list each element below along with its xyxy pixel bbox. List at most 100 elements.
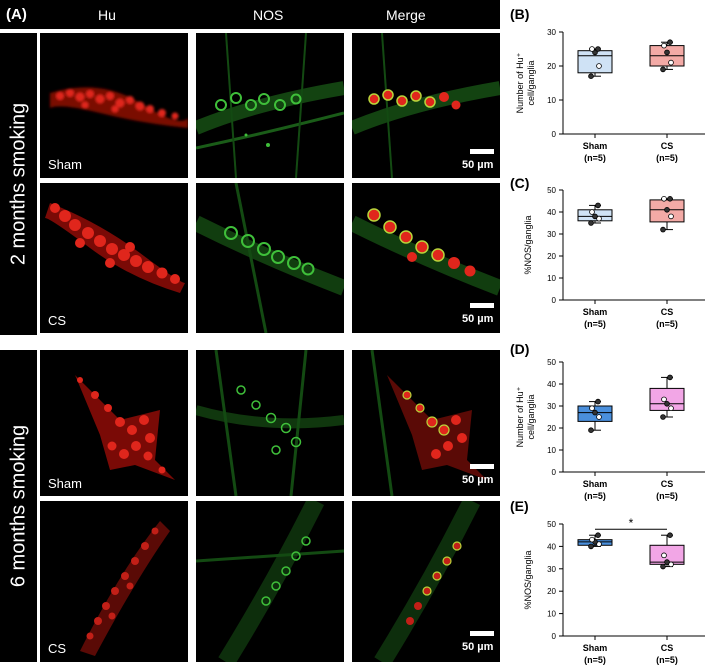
y-axis-label: cell/ganglia bbox=[526, 60, 536, 105]
y-tick-label: 20 bbox=[547, 587, 556, 596]
x-category-label: Sham bbox=[583, 643, 608, 653]
data-point bbox=[667, 39, 673, 46]
data-point bbox=[660, 414, 666, 420]
nos-cells-image bbox=[196, 33, 344, 178]
data-point bbox=[664, 559, 670, 565]
data-point bbox=[588, 543, 594, 550]
y-tick-label: 40 bbox=[547, 380, 556, 389]
y-tick-label: 0 bbox=[552, 632, 557, 641]
data-point bbox=[596, 414, 602, 420]
data-point bbox=[595, 398, 601, 405]
micrograph-hu-cs-6m: CS bbox=[40, 501, 188, 662]
row-sidebar-6-months bbox=[0, 350, 37, 662]
scale-bar bbox=[470, 631, 494, 636]
nos-cells-image bbox=[196, 350, 344, 496]
chart-e: 0 10 20 30 40 50 Sham (n=5) CS (n=5) %NOS/ganglia * bbox=[523, 516, 705, 665]
row-label-6-months: 6 months smoking bbox=[7, 424, 30, 588]
y-tick-label: 20 bbox=[547, 62, 556, 71]
data-point bbox=[668, 59, 674, 66]
y-tick-label: 0 bbox=[552, 296, 557, 305]
micrograph-nos-cs-6m bbox=[196, 501, 344, 662]
hu-cells-image bbox=[80, 521, 170, 656]
y-tick-label: 40 bbox=[547, 542, 556, 551]
data-point bbox=[589, 536, 595, 543]
data-point bbox=[668, 405, 674, 411]
x-category-label: Sham bbox=[583, 307, 608, 317]
merge-cells-image bbox=[374, 501, 481, 662]
x-n-label: (n=5) bbox=[584, 153, 606, 163]
y-tick-label: 30 bbox=[547, 230, 556, 239]
x-category-label: CS bbox=[661, 479, 674, 489]
data-point bbox=[596, 63, 602, 69]
box bbox=[649, 387, 685, 411]
column-header-merge: Merge bbox=[386, 7, 426, 23]
data-point bbox=[661, 396, 667, 403]
scale-bar-label: 50 µm bbox=[462, 641, 494, 653]
scale-bar-label: 50 µm bbox=[462, 313, 494, 325]
column-header-bar bbox=[0, 0, 500, 29]
y-axis-label: cell/ganglia bbox=[526, 394, 536, 439]
condition-label-cs-6m: CS bbox=[48, 641, 67, 656]
condition-label-cs-2m: CS bbox=[48, 313, 67, 328]
y-tick-label: 20 bbox=[547, 424, 556, 433]
data-point bbox=[588, 220, 594, 226]
panel-e-label: (E) bbox=[510, 498, 529, 514]
scale-bar bbox=[470, 464, 494, 469]
x-n-label: (n=5) bbox=[656, 153, 678, 163]
x-n-label: (n=5) bbox=[656, 655, 678, 665]
y-tick-label: 50 bbox=[547, 358, 556, 367]
scale-bar-label: 50 µm bbox=[462, 474, 494, 486]
panel-d-label: (D) bbox=[510, 341, 530, 357]
y-tick-label: 10 bbox=[547, 446, 556, 455]
y-axis-label: Number of Hu⁺ bbox=[515, 52, 525, 113]
x-category-label: CS bbox=[661, 643, 674, 653]
micrograph-hu-sham-6m: Sham bbox=[40, 350, 188, 496]
row-label-2-months: 2 months smoking bbox=[7, 102, 30, 266]
x-category-label: Sham bbox=[583, 141, 608, 151]
y-tick-label: 30 bbox=[547, 565, 556, 574]
nos-cells-image bbox=[196, 183, 344, 333]
data-point bbox=[661, 552, 667, 559]
y-tick-label: 0 bbox=[552, 468, 557, 477]
merge-cells-image bbox=[352, 33, 500, 178]
data-point bbox=[660, 563, 666, 570]
micrograph-hu-sham-2m: Sham bbox=[40, 33, 188, 178]
data-point bbox=[664, 206, 670, 213]
x-category-label: CS bbox=[661, 307, 674, 317]
merge-cells-image bbox=[352, 208, 500, 296]
significance-marker: * bbox=[629, 516, 634, 530]
micrograph-merge-sham-6m: 50 µm bbox=[352, 350, 500, 496]
data-point bbox=[589, 405, 595, 411]
data-point bbox=[588, 427, 594, 433]
data-point bbox=[589, 209, 595, 215]
condition-label-sham-2m: Sham bbox=[48, 157, 82, 172]
micrograph-nos-sham-6m bbox=[196, 350, 344, 496]
hu-cells-image bbox=[45, 203, 185, 293]
micrograph-nos-cs-2m bbox=[196, 183, 344, 333]
data-point bbox=[667, 532, 673, 539]
x-n-label: (n=5) bbox=[584, 319, 606, 329]
data-point bbox=[667, 195, 673, 202]
micrograph-merge-cs-2m: 50 µm bbox=[352, 183, 500, 333]
micrograph-nos-sham-2m bbox=[196, 33, 344, 178]
chart-c: 0 10 20 30 40 50 Sham (n=5) CS (n=5) %NOS/ganglia bbox=[523, 186, 705, 329]
data-point bbox=[667, 374, 673, 381]
row-sidebar-2-months bbox=[0, 33, 37, 335]
micrograph-hu-cs-2m: CS bbox=[40, 183, 188, 333]
panel-c-label: (C) bbox=[510, 175, 530, 191]
column-header-hu: Hu bbox=[98, 7, 116, 23]
scale-bar bbox=[470, 149, 494, 154]
y-axis-label: %NOS/ganglia bbox=[523, 215, 533, 274]
chart-b: 0 10 20 30 Sham (n=5) CS (n=5) Number of Hu⁺ cell… bbox=[515, 28, 705, 163]
data-point bbox=[592, 49, 598, 56]
data-point bbox=[592, 409, 598, 416]
y-axis-label: %NOS/ganglia bbox=[523, 550, 533, 609]
data-point bbox=[661, 42, 667, 49]
micrograph-merge-sham-2m: 50 µm bbox=[352, 33, 500, 178]
y-tick-label: 40 bbox=[547, 208, 556, 217]
merge-cells-image bbox=[370, 350, 487, 496]
data-point bbox=[589, 46, 595, 52]
data-point bbox=[661, 195, 667, 202]
column-header-nos: NOS bbox=[253, 7, 284, 23]
hu-cells-image bbox=[50, 87, 188, 128]
